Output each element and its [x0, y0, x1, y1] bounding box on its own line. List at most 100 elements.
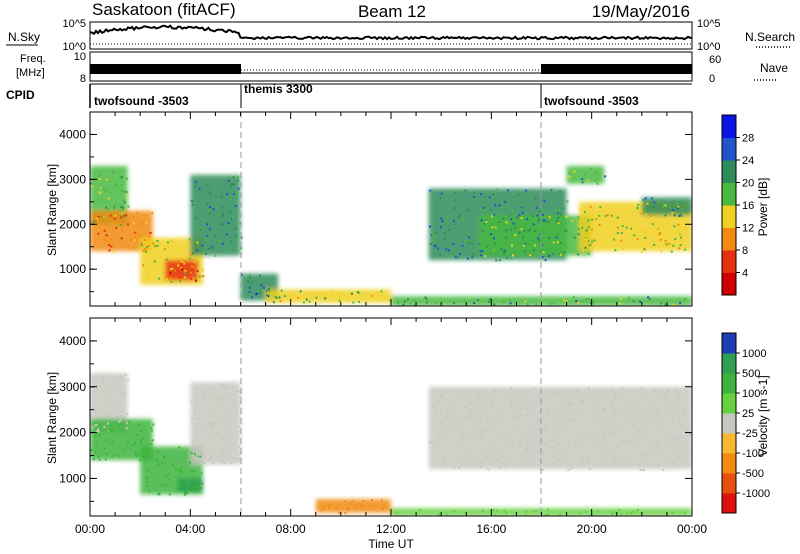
power-cell: [496, 245, 499, 248]
power-cell: [440, 217, 443, 220]
velocity-cell: [518, 441, 521, 444]
power-cell: [105, 206, 107, 209]
velocity-cell: [328, 506, 330, 508]
power-cell: [562, 298, 565, 301]
velocity-cell: [447, 406, 450, 409]
power-y-axis: 1000 2000 3000 4000: [59, 127, 692, 293]
velocity-cell: [223, 420, 225, 422]
velocity-cell: [473, 415, 476, 418]
power-cell: [540, 250, 543, 253]
velocity-cell: [644, 394, 647, 397]
power-cell: [577, 253, 580, 256]
power-cell: [587, 179, 590, 182]
power-cell: [535, 206, 538, 209]
power-cell: [214, 254, 217, 257]
velocity-cell: [492, 389, 495, 392]
velocity-cell: [449, 429, 452, 432]
velocity-cell: [441, 431, 444, 434]
power-cell: [579, 224, 582, 227]
power-cell: [237, 236, 240, 239]
power-cell: [497, 236, 500, 239]
velocity-cell: [123, 395, 126, 397]
power-cell: [225, 193, 228, 196]
power-cell: [230, 198, 232, 201]
velocity-cell: [496, 447, 499, 450]
velocity-cell: [98, 458, 101, 461]
power-cell: [498, 259, 501, 262]
power-cell: [587, 252, 590, 255]
power-cell: [511, 209, 514, 212]
power-cell: [471, 256, 474, 259]
velocity-cell: [549, 396, 552, 398]
velocity-cell: [200, 487, 203, 490]
velocity-cell: [544, 443, 547, 446]
velocity-cell: [150, 443, 153, 445]
velocity-cell: [471, 460, 474, 463]
power-cell: [495, 188, 498, 191]
power-cell: [207, 247, 210, 250]
velocity-cell: [470, 465, 473, 468]
power-cell: [351, 292, 353, 295]
power-cell: [584, 173, 586, 176]
power-colorbar-swatch: [722, 272, 736, 296]
velocity-cell: [104, 458, 107, 461]
power-cell: [154, 247, 157, 249]
power-cell: [229, 218, 232, 221]
cpid-panel: CPID twofsound -3503 themis 3300 twofsou…: [6, 82, 692, 108]
power-colorbar-swatch: [722, 227, 736, 251]
power-cell: [231, 215, 234, 218]
power-cell: [591, 228, 594, 231]
power-cell: [525, 235, 528, 238]
power-cell: [437, 247, 439, 250]
velocity-cell: [118, 420, 121, 423]
power-cell: [225, 233, 228, 236]
power-cell: [581, 300, 584, 303]
velocity-cell: [608, 417, 611, 420]
power-cell: [120, 176, 123, 178]
power-cell: [509, 302, 512, 305]
velocity-cell: [429, 442, 432, 445]
power-cell: [156, 244, 159, 247]
velocity-cell: [211, 422, 213, 425]
power-cell: [120, 216, 122, 219]
velocity-cell: [618, 508, 621, 511]
velocity-cell: [450, 455, 453, 458]
power-cell: [188, 257, 191, 260]
velocity-cell: [354, 506, 357, 509]
velocity-cell: [570, 400, 572, 403]
power-cell: [121, 212, 124, 215]
velocity-cell: [681, 412, 684, 415]
power-cell: [511, 244, 513, 247]
power-cell: [234, 204, 237, 207]
velocity-cell: [553, 411, 556, 414]
power-cell: [105, 234, 108, 237]
power-cell: [660, 302, 663, 305]
power-cell: [204, 252, 207, 255]
velocity-cell: [207, 415, 210, 418]
velocity-cell: [501, 456, 504, 458]
velocity-cell: [457, 390, 460, 393]
power-cell: [589, 167, 592, 170]
power-cell: [165, 275, 168, 278]
velocity-cell: [220, 454, 223, 457]
velocity-cell: [662, 458, 665, 461]
power-cell: [650, 214, 653, 217]
power-cell: [559, 190, 561, 193]
power-cell: [677, 223, 680, 226]
velocity-cell: [641, 431, 643, 434]
velocity-cell: [606, 443, 609, 446]
velocity-cell: [548, 463, 550, 466]
velocity-cell: [186, 492, 189, 495]
velocity-cell: [574, 395, 577, 398]
power-cell: [240, 247, 242, 250]
velocity-cell: [670, 462, 673, 465]
velocity-cell: [576, 389, 579, 392]
velocity-cell: [148, 489, 151, 492]
power-cell: [409, 302, 412, 305]
power-cell: [560, 216, 563, 219]
power-cell: [579, 208, 582, 211]
velocity-cell: [344, 512, 347, 515]
velocity-xtick-label: 12:00: [376, 522, 406, 536]
power-cell: [489, 298, 492, 301]
power-cell: [97, 199, 100, 202]
